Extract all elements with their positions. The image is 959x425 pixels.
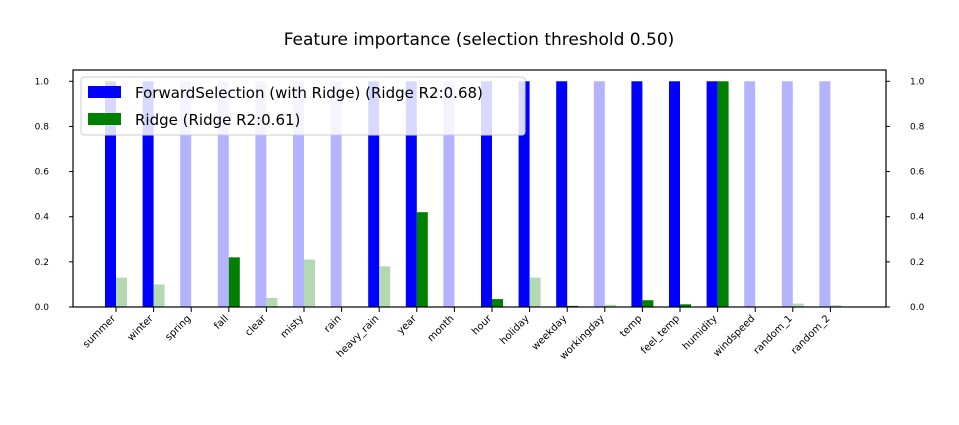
y-tick-label-left: 0.0: [35, 303, 50, 313]
bar-ridge-humidity: [717, 81, 729, 308]
bar-ridge-hour: [492, 299, 503, 307]
y-tick-label-right: 0.6: [910, 168, 925, 178]
bar-forward-selection-feel_temp: [669, 81, 680, 308]
bar-forward-selection-workingday: [593, 81, 605, 308]
bar-ridge-summer: [116, 277, 127, 307]
legend: ForwardSelection (with Ridge) (Ridge R2:…: [80, 76, 526, 136]
x-tick-label-temp: temp: [618, 313, 644, 339]
bar-forward-selection-winter: [142, 81, 154, 308]
x-tick-label-hour: hour: [470, 313, 495, 338]
bar-ridge-heavy_rain: [379, 266, 391, 307]
y-tick-label-right: 0.2: [910, 258, 924, 268]
y-ticks-left: 0.0 0.2 0.4 0.6 0.8 1.0: [35, 77, 73, 313]
x-tick-label-fall: fall: [212, 313, 231, 332]
bar-forward-selection-weekday: [556, 81, 568, 308]
y-tick-label-right: 0.0: [910, 303, 925, 313]
bar-forward-selection-month: [443, 81, 455, 308]
y-tick-label-left: 0.4: [35, 213, 50, 223]
legend-box: [80, 76, 526, 136]
bar-forward-selection-heavy_rain: [368, 81, 380, 308]
bar-forward-selection-misty: [293, 81, 304, 308]
x-tick-label-feel_temp: feel_temp: [639, 313, 682, 356]
bar-ridge-random_2: [830, 305, 842, 307]
x-tick-label-month: month: [426, 313, 457, 344]
bar-ridge-feel_temp: [680, 304, 691, 307]
x-tick-label-spring: spring: [164, 313, 194, 343]
bar-forward-selection-hour: [481, 81, 492, 308]
y-tick-label-left: 0.8: [35, 122, 50, 132]
axes-frame: [72, 69, 887, 308]
chart-title: Feature importance (selection threshold …: [284, 30, 675, 50]
x-tick-label-random_2: random_2: [789, 313, 832, 356]
y-tick-label-right: 0.8: [910, 122, 925, 132]
bar-ridge-fall: [228, 257, 240, 307]
bar-forward-selection-temp: [631, 81, 643, 308]
bar-forward-selection-spring: [180, 81, 192, 308]
x-tick-label-winter: winter: [126, 313, 157, 344]
bar-forward-selection-clear: [255, 81, 267, 308]
bar-forward-selection-random_1: [781, 81, 793, 308]
y-tick-label-left: 0.6: [35, 168, 50, 178]
bar-ridge-misty: [304, 259, 315, 307]
bar-ridge-workingday: [604, 304, 616, 307]
bar-forward-selection-year: [405, 81, 417, 308]
bar-forward-selection-fall: [217, 81, 229, 308]
bars-group: [105, 81, 842, 308]
x-tick-label-weekday: weekday: [530, 313, 569, 352]
x-tick-label-clear: clear: [243, 313, 269, 339]
bar-forward-selection-random_2: [819, 81, 831, 308]
x-tick-label-misty: misty: [279, 313, 306, 340]
y-ticks-right: 0.0 0.2 0.4 0.6 0.8 1.0: [886, 77, 925, 313]
legend-swatch-ridge: [88, 113, 121, 125]
y-tick-label-right: 0.4: [910, 213, 925, 223]
bar-ridge-holiday: [529, 277, 541, 307]
bar-ridge-year: [416, 212, 428, 307]
bar-ridge-clear: [266, 297, 278, 307]
bar-ridge-temp: [642, 300, 654, 307]
bar-forward-selection-rain: [330, 81, 342, 308]
x-tick-label-random_1: random_1: [752, 313, 795, 356]
bar-forward-selection-windspeed: [744, 81, 756, 308]
bar-ridge-winter: [153, 284, 165, 307]
x-tick-label-holiday: holiday: [498, 313, 532, 347]
legend-label-forward-selection: ForwardSelection (with Ridge) (Ridge R2:…: [135, 84, 483, 102]
bar-forward-selection-summer: [105, 81, 116, 308]
legend-label-ridge: Ridge (Ridge R2:0.61): [135, 111, 300, 129]
x-tick-label-year: year: [395, 313, 419, 337]
bar-ridge-random_1: [792, 303, 804, 307]
axes-group: [72, 69, 887, 308]
x-ticks: summer winter spring fall clear misty rainheav…: [81, 307, 833, 362]
y-tick-label-right: 1.0: [910, 77, 925, 87]
x-tick-label-humidity: humidity: [681, 313, 720, 352]
y-tick-label-left: 1.0: [35, 77, 50, 87]
bar-forward-selection-humidity: [706, 81, 718, 308]
x-tick-label-summer: summer: [81, 313, 119, 351]
x-tick-label-rain: rain: [322, 313, 343, 334]
legend-swatch-forward-selection: [88, 86, 121, 98]
y-tick-label-left: 0.2: [35, 258, 49, 268]
bar-forward-selection-holiday: [518, 81, 530, 308]
